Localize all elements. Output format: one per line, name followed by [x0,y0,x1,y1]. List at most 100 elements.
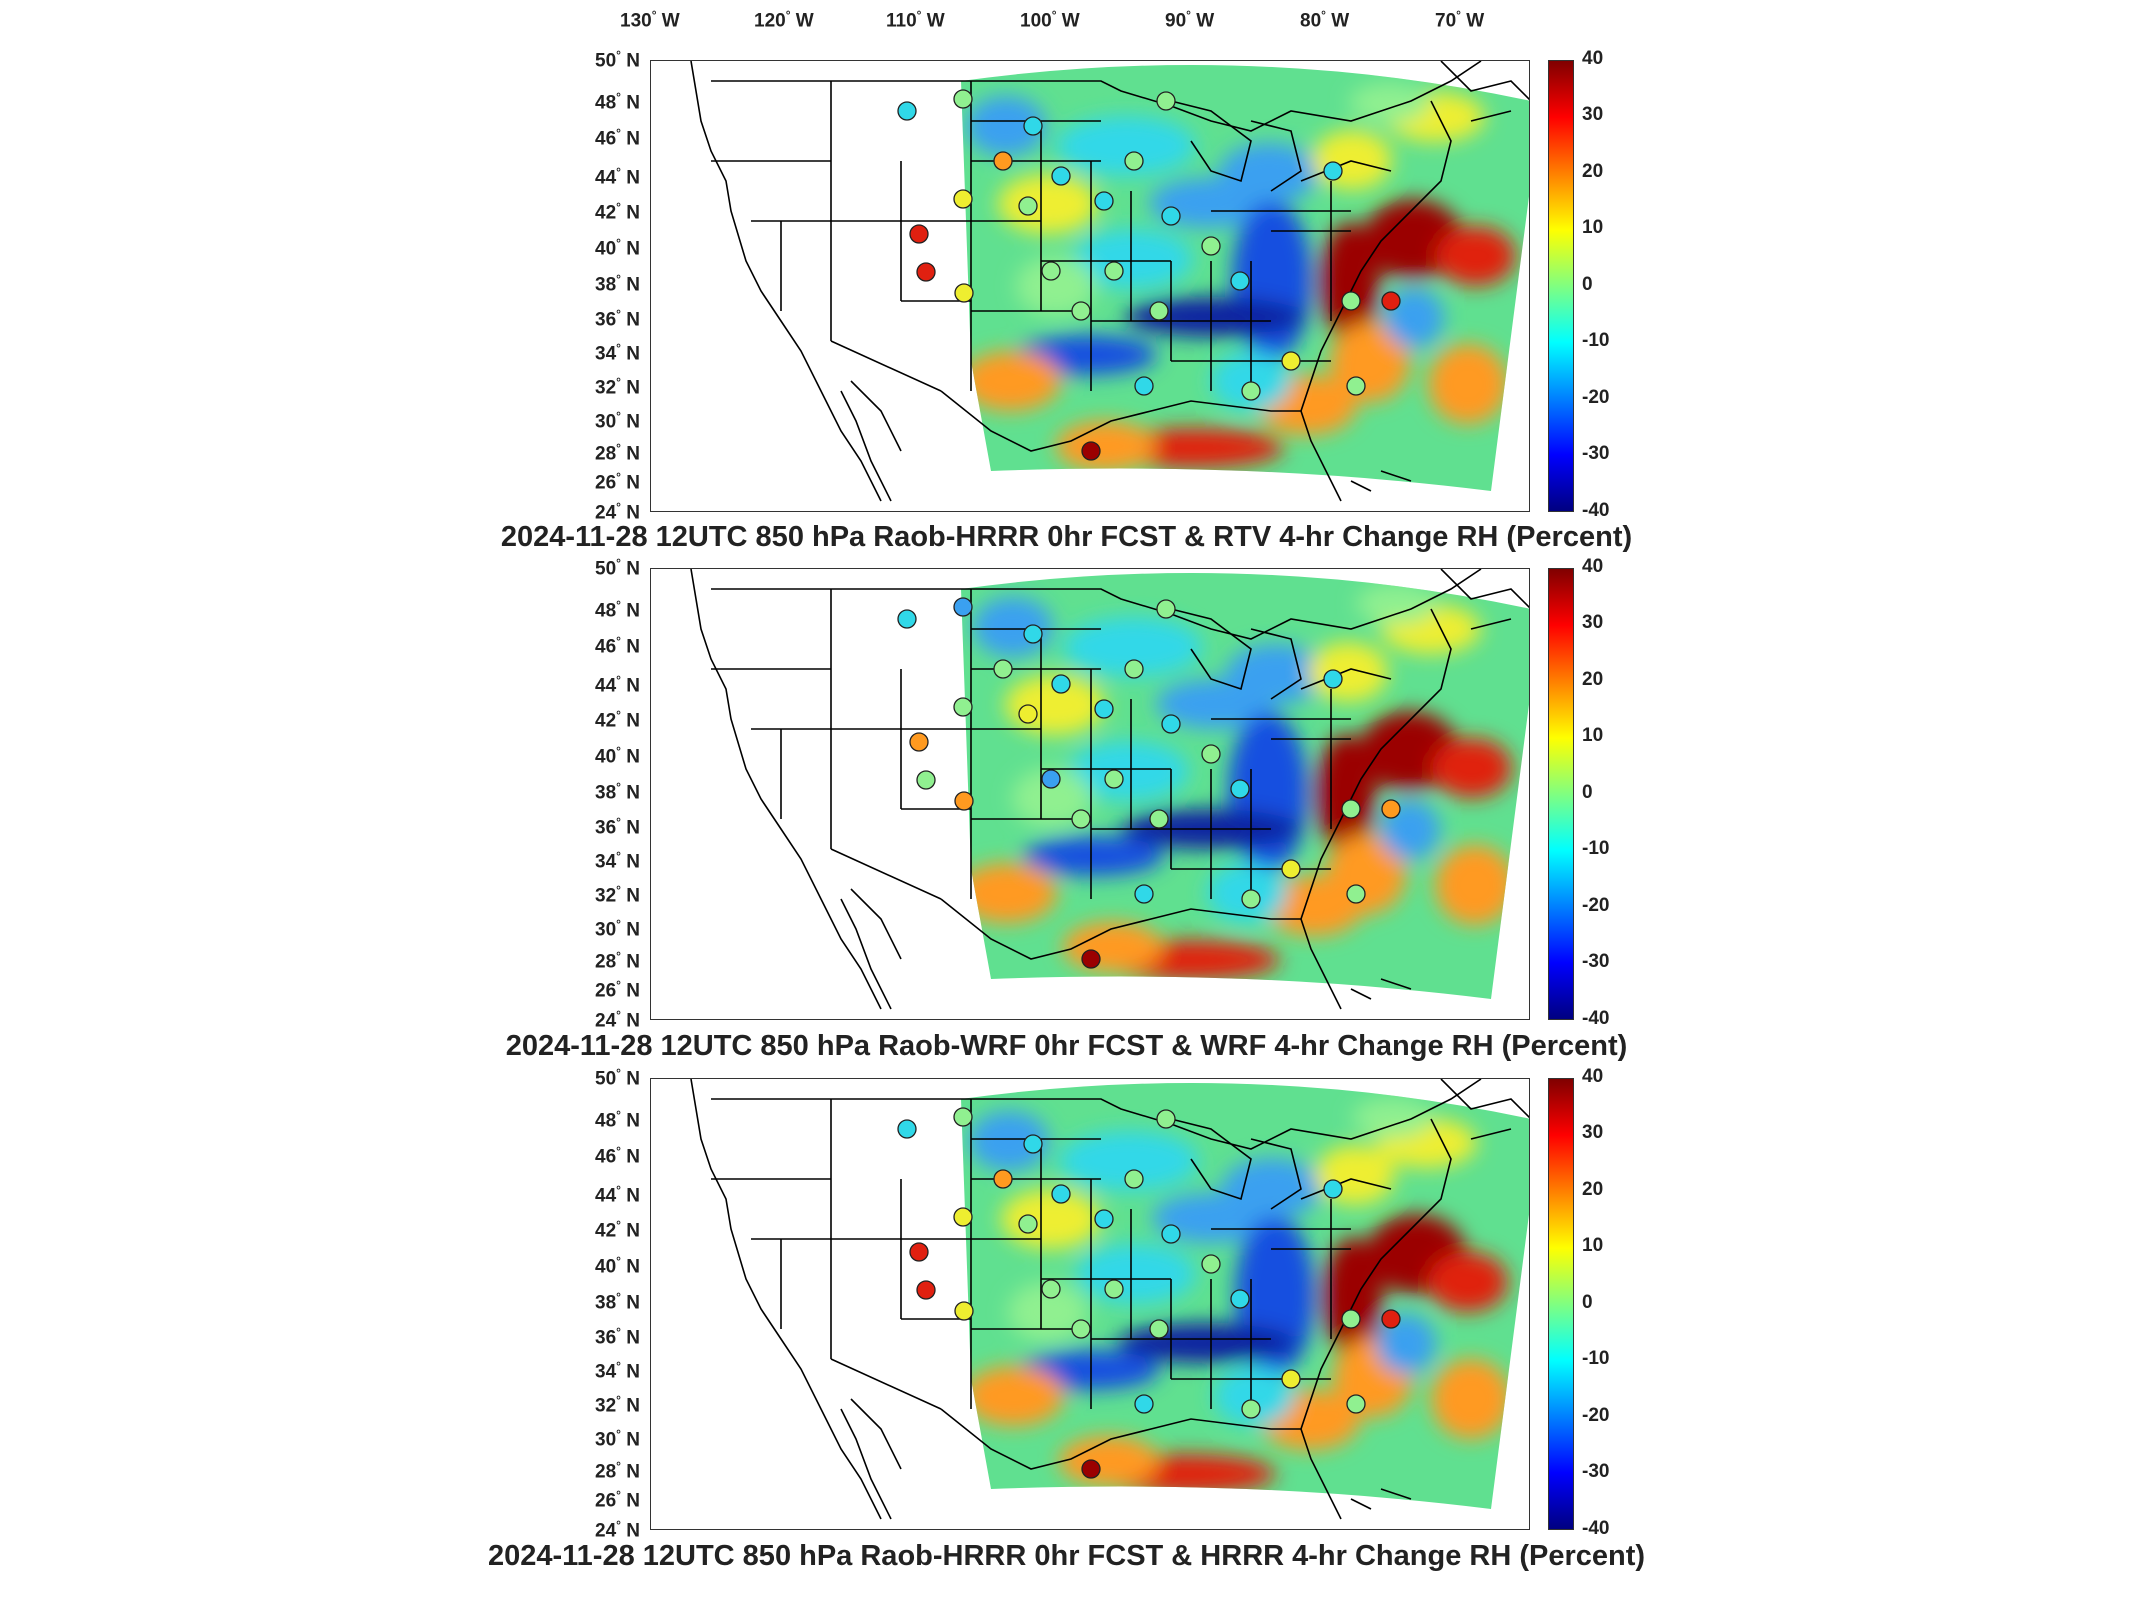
east-coastline [1300,100,1452,502]
raob-station-marker [1041,769,1061,789]
raob-station-marker [1041,1279,1061,1299]
lat-label-36: 36° N [595,1325,640,1349]
colorbar-tick-30: 30 [1582,612,1604,633]
lat-label-50: 50° N [595,556,640,580]
raob-station-marker [1018,704,1038,724]
map-plot-area [650,568,1530,1020]
raob-station-marker [1341,1309,1361,1329]
raob-station-marker [993,1169,1013,1189]
lat-label-24: 24° N [595,1518,640,1542]
raob-station-marker [1156,1109,1176,1129]
raob-station-marker [1124,151,1144,171]
lat-label-28: 28° N [595,949,640,973]
caribbean-islands [1350,1488,1412,1510]
colorbar-tick-20: 20 [1582,1179,1604,1200]
raob-station-marker [1134,376,1154,396]
panel-title: 2024-11-28 12UTC 850 hPa Raob-WRF 0hr FC… [505,1030,1628,1062]
raob-station-marker [1201,236,1221,256]
raob-station-marker [1156,599,1176,619]
east-coastline [1300,1118,1452,1520]
lat-label-46: 46° N [595,1144,640,1168]
raob-station-marker [1281,859,1301,879]
canada-border [711,61,1482,132]
raob-station-marker [1341,291,1361,311]
lat-label-36: 36° N [595,815,640,839]
map-plot-area [650,60,1530,512]
gulf-coastline [940,1408,1301,1470]
raob-station-marker [916,1280,936,1300]
raob-station-marker [1381,291,1401,311]
raob-station-marker [1081,949,1101,969]
raob-station-marker [1104,1279,1124,1299]
lat-label-44: 44° N [595,1183,640,1207]
raob-station-marker [1381,799,1401,819]
colorbar [1548,568,1574,1020]
west-coastline [690,61,882,502]
map-plot-area [650,1078,1530,1530]
raob-station-marker [953,697,973,717]
panel-title: 2024-11-28 12UTC 850 hPa Raob-HRRR 0hr F… [487,1540,1646,1572]
raob-station-marker [1104,261,1124,281]
raob-stations [897,89,1401,461]
raob-station-marker [953,89,973,109]
lat-label-32: 32° N [595,375,640,399]
raob-station-marker [909,1242,929,1262]
raob-station-marker [1230,1289,1250,1309]
raob-station-marker [1023,1134,1043,1154]
raob-station-marker [953,1107,973,1127]
raob-station-marker [1323,669,1343,689]
rh-change-map [690,569,1529,1010]
raob-stations [897,1107,1401,1479]
raob-station-marker [954,283,974,303]
lat-label-40: 40° N [595,1254,640,1278]
lon-label-130: 130° W [620,8,680,32]
colorbar-tick-0: 0 [1582,782,1593,803]
lat-label-24: 24° N [595,500,640,524]
raob-station-marker [1281,351,1301,371]
lon-label-80: 80° W [1300,8,1350,32]
raob-station-marker [1023,624,1043,644]
colorbar-tick-0: 0 [1582,274,1593,295]
colorbar-tick--20: -20 [1582,895,1610,916]
maritime-coastline [1440,569,1529,630]
raob-station-marker [1201,1254,1221,1274]
colorbar [1548,60,1574,512]
lat-label-44: 44° N [595,673,640,697]
raob-station-marker [1149,809,1169,829]
gulf-coastline [940,390,1301,452]
raob-station-marker [909,732,929,752]
colorbar-tick--40: -40 [1582,1518,1610,1539]
panel-title: 2024-11-28 12UTC 850 hPa Raob-HRRR 0hr F… [500,521,1633,553]
colorbar-tick--10: -10 [1582,330,1610,351]
raob-station-marker [1161,714,1181,734]
raob-station-marker [1104,769,1124,789]
colorbar-tick-20: 20 [1582,161,1604,182]
raob-station-marker [1346,376,1366,396]
raob-station-marker [1018,196,1038,216]
lon-label-70: 70° W [1435,8,1485,32]
colorbar-tick-10: 10 [1582,725,1604,746]
raob-station-marker [1346,884,1366,904]
colorbar-tick--30: -30 [1582,951,1610,972]
colorbar-tick--40: -40 [1582,1008,1610,1029]
raob-station-marker [1230,271,1250,291]
lat-label-34: 34° N [595,849,640,873]
raob-station-marker [1081,1459,1101,1479]
colorbar-tick--20: -20 [1582,1405,1610,1426]
rh-change-map [690,61,1529,502]
colorbar-tick-10: 10 [1582,1235,1604,1256]
raob-station-marker [1124,659,1144,679]
raob-station-marker [1281,1369,1301,1389]
raob-stations [897,597,1401,969]
lat-label-50: 50° N [595,48,640,72]
raob-station-marker [1041,261,1061,281]
colorbar-tick--10: -10 [1582,1348,1610,1369]
lat-label-48: 48° N [595,598,640,622]
colorbar-tick-0: 0 [1582,1292,1593,1313]
lat-label-28: 28° N [595,441,640,465]
lat-label-36: 36° N [595,307,640,331]
raob-station-marker [993,151,1013,171]
raob-station-marker [1051,674,1071,694]
lat-label-26: 26° N [595,1488,640,1512]
raob-station-marker [993,659,1013,679]
